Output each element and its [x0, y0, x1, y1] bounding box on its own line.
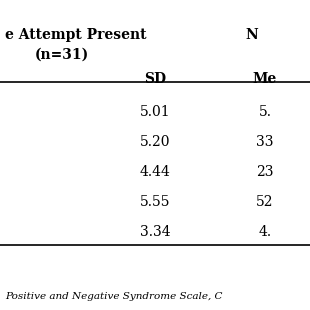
Text: 5.01: 5.01 [140, 105, 170, 119]
Text: 4.44: 4.44 [140, 165, 170, 179]
Text: N: N [245, 28, 258, 42]
Text: Positive and Negative Syndrome Scale, C: Positive and Negative Syndrome Scale, C [5, 292, 223, 301]
Text: 5.20: 5.20 [140, 135, 170, 149]
Text: 5.55: 5.55 [140, 195, 170, 209]
Text: 5.: 5. [259, 105, 272, 119]
Text: SD: SD [144, 72, 166, 86]
Text: 4.: 4. [259, 225, 272, 239]
Text: (n=31): (n=31) [35, 48, 89, 62]
Text: 52: 52 [256, 195, 274, 209]
Text: 23: 23 [256, 165, 274, 179]
Text: e Attempt Present: e Attempt Present [5, 28, 147, 42]
Text: 33: 33 [256, 135, 274, 149]
Text: 3.34: 3.34 [140, 225, 170, 239]
Text: Me: Me [253, 72, 277, 86]
